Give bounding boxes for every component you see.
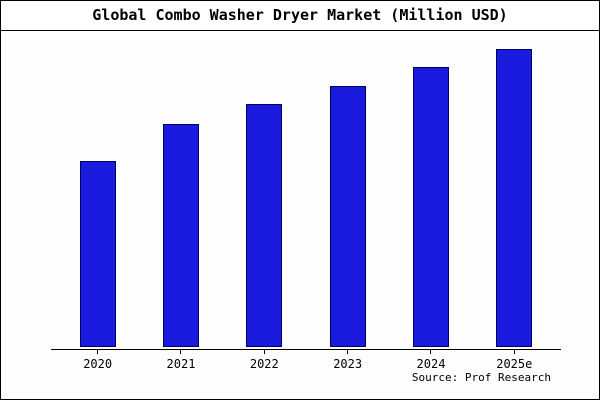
tick-mark <box>180 350 182 354</box>
x-tick-label-2020: 2020 <box>56 350 139 371</box>
tick-mark <box>513 350 515 354</box>
x-tick-label-2022: 2022 <box>223 350 306 371</box>
bar-2021 <box>162 124 199 347</box>
bars-container <box>56 37 556 347</box>
bar-2023 <box>329 86 366 347</box>
tick-mark <box>97 350 99 354</box>
x-tick-text: 2020 <box>83 357 113 371</box>
x-tick-label-2023: 2023 <box>306 350 389 371</box>
bar-2025e <box>496 49 533 347</box>
x-axis-line <box>51 349 561 350</box>
tick-mark <box>347 350 349 354</box>
bar-2024 <box>412 67 449 347</box>
bar-2022 <box>246 104 283 347</box>
x-tick-label-2025e: 2025e <box>473 350 556 371</box>
tick-mark <box>430 350 432 354</box>
x-tick-label-2024: 2024 <box>389 350 472 371</box>
chart-title: Global Combo Washer Dryer Market (Millio… <box>1 1 599 31</box>
x-tick-text: 2022 <box>249 357 279 371</box>
bar-2020 <box>79 161 116 347</box>
x-tick-text: 2021 <box>166 357 196 371</box>
x-tick-label-2021: 2021 <box>139 350 222 371</box>
x-tick-text: 2023 <box>333 357 363 371</box>
tick-mark <box>263 350 265 354</box>
x-tick-text: 2025e <box>496 357 533 371</box>
x-tick-text: 2024 <box>416 357 446 371</box>
source-text: Source: Prof Research <box>411 371 551 384</box>
x-axis-labels: 2020 2021 2022 2023 2024 2025e <box>56 350 556 371</box>
